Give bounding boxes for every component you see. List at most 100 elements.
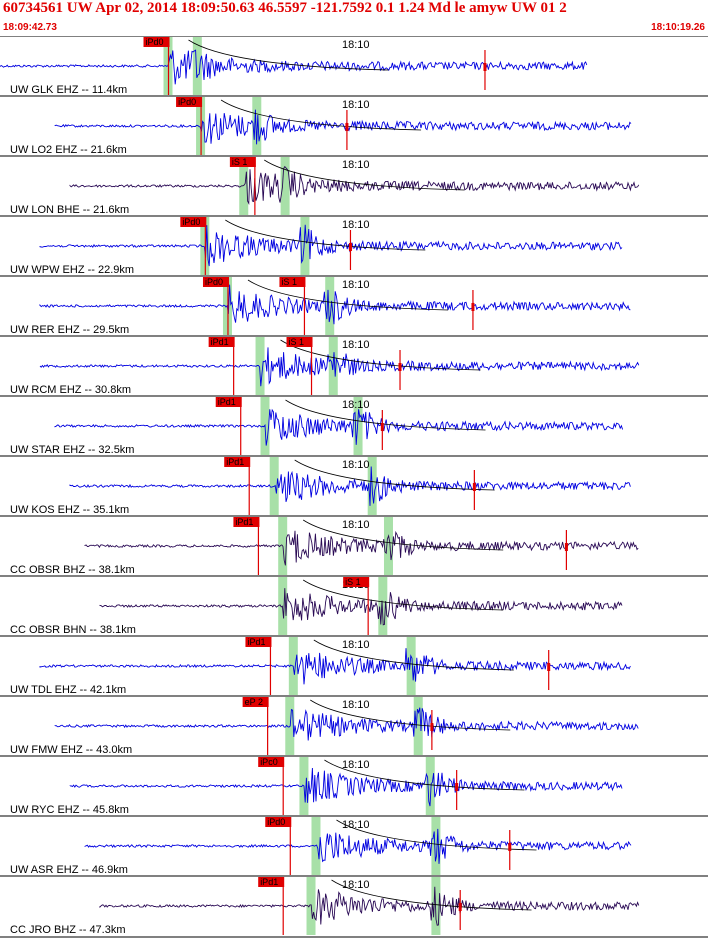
pick-label: iS 1	[281, 277, 297, 287]
trace-row[interactable]: 18:10 iPd0 UW WPW EHZ -- 22.9km	[0, 215, 708, 276]
pick-flag[interactable]	[286, 337, 313, 347]
record-header: 60734561 UW Apr 02, 2014 18:09:50.63 46.…	[0, 0, 708, 36]
minute-label: 18:10	[342, 99, 370, 111]
station-label: UW TDL EHZ -- 42.1km	[10, 684, 126, 696]
minute-label: 18:10	[342, 519, 370, 531]
waveform	[39, 284, 631, 325]
trace-row[interactable]: 18:10 iPd1 UW TDL EHZ -- 42.1km	[0, 635, 708, 696]
waveform	[0, 49, 588, 85]
station-label: UW RCM EHZ -- 30.8km	[10, 384, 131, 396]
minute-label: 18:10	[342, 279, 370, 291]
coda-end-mark	[348, 243, 352, 251]
pick-label: eP 2	[245, 697, 263, 707]
coda-curve	[336, 819, 537, 851]
pick-flag[interactable]	[208, 337, 235, 347]
coda-end-mark	[345, 123, 349, 131]
window-start-time: 18:09:42.73	[3, 22, 57, 33]
trace-row[interactable]: 18:10 iPd0 UW LO2 EHZ -- 21.6km	[0, 95, 708, 156]
minute-label: 18:10	[342, 219, 370, 231]
pick-flag[interactable]	[233, 517, 260, 527]
coda-end-mark	[508, 843, 512, 851]
minute-label: 18:10	[342, 759, 370, 771]
s-window-band	[280, 157, 290, 215]
waveform	[69, 767, 623, 807]
minute-label: 18:10	[342, 339, 370, 351]
pick-label: iS 1	[289, 337, 305, 347]
minute-label: 18:10	[342, 639, 370, 651]
p-window-band	[239, 157, 249, 215]
waveform	[39, 648, 631, 685]
coda-curve	[310, 699, 511, 731]
trace-row[interactable]: 18:10 iPc0 UW RYC EHZ -- 45.8km	[0, 755, 708, 816]
minute-label: 18:10	[342, 879, 370, 891]
pick-flag[interactable]	[224, 457, 251, 467]
event-title: 60734561 UW Apr 02, 2014 18:09:50.63 46.…	[3, 0, 567, 16]
coda-curve	[294, 459, 495, 491]
pick-label: iPd0	[178, 97, 196, 107]
pick-flag[interactable]	[215, 397, 242, 407]
trace-row[interactable]: 18:10 iPd1 iS 1 UW RCM EHZ -- 30.8km	[0, 335, 708, 396]
trace-row[interactable]: 18:10 iPd0 UW ASR EHZ -- 46.9km	[0, 815, 708, 876]
trace-row[interactable]: 18:10 iPd0 iS 1 UW RER EHZ -- 29.5km	[0, 275, 708, 336]
coda-end-mark	[564, 543, 568, 551]
s-window-band	[353, 397, 363, 455]
pick-flag[interactable]	[180, 217, 207, 227]
waveform	[54, 707, 639, 741]
trace-row[interactable]: 18:10 iS 1 UW LON BHE -- 21.6km	[0, 155, 708, 216]
pick-flag[interactable]	[143, 37, 170, 47]
minute-label: 18:10	[342, 459, 370, 471]
pick-flag[interactable]	[245, 637, 272, 647]
coda-end-mark	[483, 63, 487, 71]
waveform	[39, 347, 640, 387]
waveform	[84, 828, 632, 864]
station-label: CC JRO BHZ -- 47.3km	[10, 924, 126, 936]
s-window-band	[192, 37, 202, 95]
minute-label: 18:10	[342, 159, 370, 171]
coda-curve	[302, 579, 504, 611]
trace-row[interactable]: 18:10 iPd1 CC OBSR BHZ -- 38.1km	[0, 515, 708, 576]
pick-label: iS 1	[232, 157, 248, 167]
coda-end-mark	[380, 423, 384, 431]
pick-label: iS 1	[345, 577, 361, 587]
trace-row[interactable]: 18:10 iPd1 CC JRO BHZ -- 47.3km	[0, 875, 708, 936]
coda-end-mark	[455, 783, 459, 791]
trace-row[interactable]: 18:10 eP 2 UW FMW EHZ -- 43.0km	[0, 695, 708, 756]
pick-flag[interactable]	[343, 577, 370, 587]
waveform	[69, 466, 631, 506]
waveform	[39, 224, 623, 267]
s-window-band	[325, 277, 335, 335]
coda-end-mark	[472, 483, 476, 491]
pick-label: iPd0	[182, 217, 200, 227]
trace-row[interactable]: 18:10 iPd0 UW GLK EHZ -- 11.4km	[0, 36, 708, 96]
station-label: UW FMW EHZ -- 43.0km	[10, 744, 132, 756]
pick-flag[interactable]	[279, 277, 306, 287]
pick-flag[interactable]	[242, 697, 269, 707]
seismogram-panel[interactable]: 18:10 iPd0 UW GLK EHZ -- 11.4km 18:10 iPd0 UW…	[0, 36, 708, 938]
waveform	[54, 408, 624, 446]
station-label: CC OBSR BHZ -- 38.1km	[10, 564, 135, 576]
pick-flag[interactable]	[202, 277, 229, 287]
station-label: UW STAR EHZ -- 32.5km	[10, 444, 134, 456]
trace-row[interactable]: 18:10 iPd1 UW KOS EHZ -- 35.1km	[0, 455, 708, 516]
trace-row[interactable]: 18:10 iPd1 UW STAR EHZ -- 32.5km	[0, 395, 708, 456]
station-label: UW LO2 EHZ -- 21.6km	[10, 144, 127, 156]
coda-curve	[220, 99, 422, 131]
pick-label: iPd1	[218, 397, 236, 407]
s-window-band	[425, 757, 435, 815]
pick-flag[interactable]	[258, 877, 285, 887]
station-label: UW LON BHE -- 21.6km	[10, 204, 129, 216]
window-end-time: 18:10:19.26	[651, 22, 705, 33]
waveform	[84, 530, 639, 566]
pick-flag[interactable]	[265, 817, 292, 827]
minute-label: 18:10	[342, 399, 370, 411]
pick-label: iPc0	[260, 757, 278, 767]
pick-label: iPd1	[235, 517, 253, 527]
pick-label: iPd0	[205, 277, 223, 287]
pick-flag[interactable]	[258, 757, 285, 767]
coda-curve	[188, 39, 389, 71]
station-label: CC OBSR BHN -- 38.1km	[10, 624, 136, 636]
waveform	[54, 109, 632, 145]
pick-flag[interactable]	[229, 157, 256, 167]
pick-flag[interactable]	[176, 97, 203, 107]
